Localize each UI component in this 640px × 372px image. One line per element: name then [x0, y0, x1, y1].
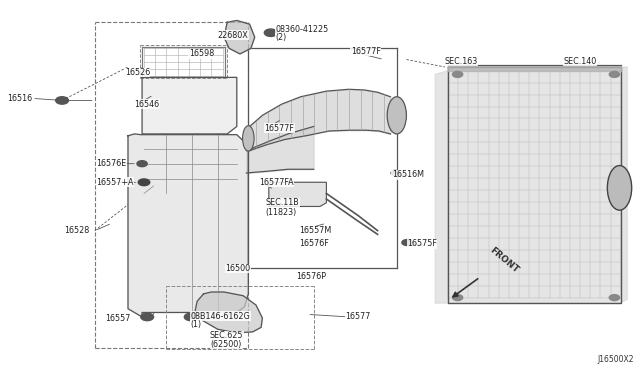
Text: 08360-41225: 08360-41225 — [275, 25, 328, 34]
Text: 16557+A: 16557+A — [96, 178, 134, 187]
Text: 16576P: 16576P — [296, 272, 326, 280]
Polygon shape — [224, 20, 255, 54]
Text: SEC.625: SEC.625 — [210, 331, 243, 340]
Ellipse shape — [607, 166, 632, 210]
Text: 16546: 16546 — [134, 100, 159, 109]
Text: (62500): (62500) — [210, 340, 241, 349]
Text: 16500: 16500 — [225, 264, 250, 273]
Text: J16500X2: J16500X2 — [597, 355, 634, 364]
Text: 16516: 16516 — [7, 94, 32, 103]
Circle shape — [391, 170, 400, 176]
Text: SEC.163: SEC.163 — [445, 57, 478, 66]
Polygon shape — [195, 292, 262, 333]
Circle shape — [184, 313, 197, 321]
Text: 16577FA: 16577FA — [259, 178, 294, 187]
Circle shape — [56, 97, 68, 104]
Text: 16526: 16526 — [125, 68, 150, 77]
Text: 16577F: 16577F — [351, 47, 381, 56]
Circle shape — [141, 313, 154, 321]
Circle shape — [137, 161, 147, 167]
Ellipse shape — [387, 97, 406, 134]
Text: (1): (1) — [191, 320, 202, 329]
Circle shape — [452, 71, 463, 77]
Text: 16576E: 16576E — [96, 159, 126, 168]
Text: (11823): (11823) — [266, 208, 297, 217]
Text: 16528: 16528 — [64, 226, 89, 235]
Circle shape — [609, 71, 620, 77]
Text: 16516M: 16516M — [392, 170, 424, 179]
Ellipse shape — [243, 126, 254, 151]
Text: 16576F: 16576F — [299, 239, 328, 248]
Text: 08B146-6162G: 08B146-6162G — [191, 312, 250, 321]
Text: FRONT: FRONT — [488, 246, 520, 275]
Text: (2): (2) — [275, 33, 287, 42]
Polygon shape — [269, 182, 326, 206]
Circle shape — [402, 240, 412, 246]
Circle shape — [452, 295, 463, 301]
Polygon shape — [435, 67, 627, 303]
Text: 16557: 16557 — [106, 314, 131, 323]
Text: SEC.140: SEC.140 — [563, 57, 596, 66]
Polygon shape — [128, 134, 248, 317]
Text: SEC.11B: SEC.11B — [266, 198, 300, 207]
Text: 16598: 16598 — [189, 49, 214, 58]
Circle shape — [609, 295, 620, 301]
Polygon shape — [142, 77, 237, 134]
Text: 16575F: 16575F — [407, 239, 437, 248]
Circle shape — [138, 179, 150, 186]
Text: 16557M: 16557M — [299, 226, 331, 235]
Text: 22680X: 22680X — [218, 31, 248, 40]
Text: 16577: 16577 — [346, 312, 371, 321]
Text: 16577F: 16577F — [264, 124, 294, 133]
Circle shape — [264, 29, 277, 36]
